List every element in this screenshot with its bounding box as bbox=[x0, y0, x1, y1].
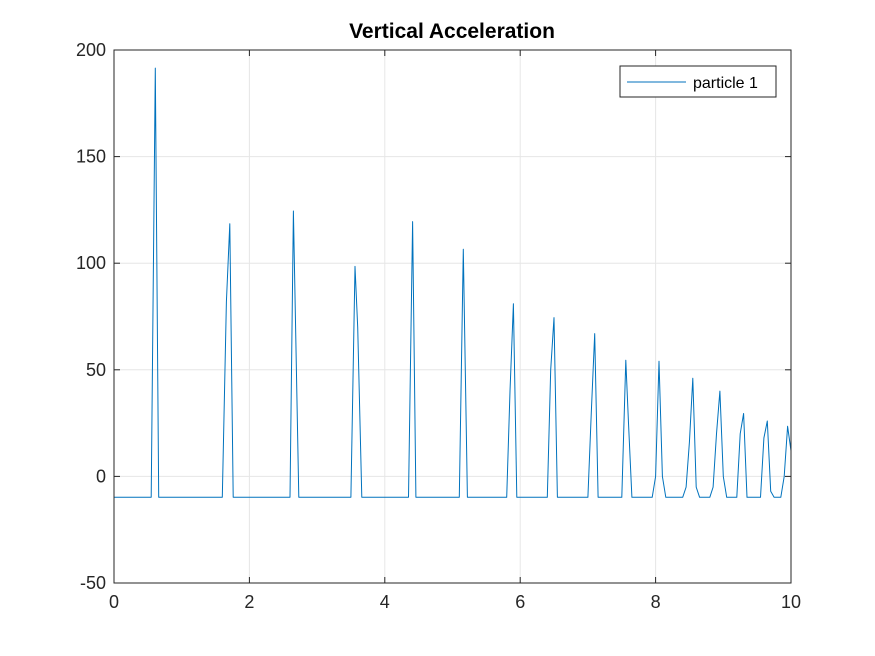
series-line-particle-1 bbox=[114, 67, 792, 498]
x-tick-label: 4 bbox=[380, 592, 390, 612]
y-tick-label: 0 bbox=[96, 466, 106, 486]
plot-area-frame bbox=[113, 49, 792, 584]
y-tick-label: 100 bbox=[76, 253, 106, 273]
y-tick-label: 200 bbox=[76, 40, 106, 60]
x-tick-label: 10 bbox=[781, 592, 801, 612]
y-tick-label: 150 bbox=[76, 147, 106, 167]
legend: particle 1 bbox=[619, 65, 777, 98]
series-layer bbox=[114, 67, 792, 498]
x-tick-label: 6 bbox=[515, 592, 525, 612]
x-tick-label: 2 bbox=[244, 592, 254, 612]
x-tick-label: 8 bbox=[651, 592, 661, 612]
y-tick-label: -50 bbox=[80, 573, 106, 593]
chart-title: Vertical Acceleration bbox=[349, 20, 555, 43]
legend-label-particle-1: particle 1 bbox=[693, 75, 758, 92]
x-tick-label: 0 bbox=[109, 592, 119, 612]
y-tick-label: 50 bbox=[86, 360, 106, 380]
